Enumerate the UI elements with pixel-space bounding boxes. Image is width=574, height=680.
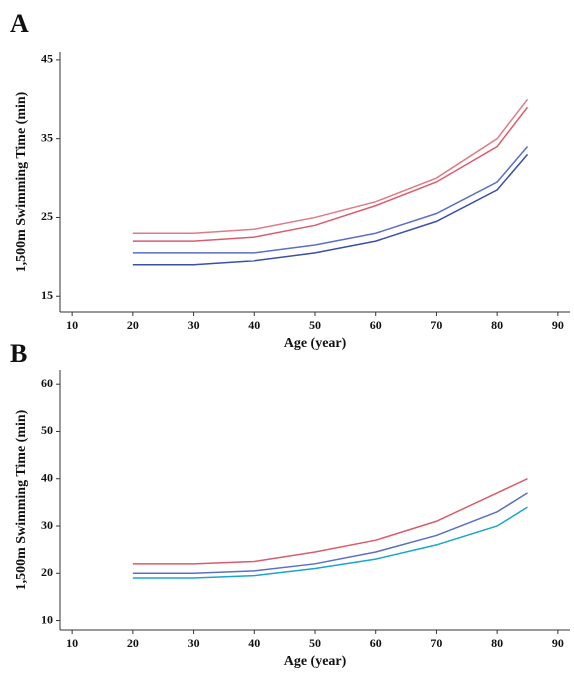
y-tick-label: 10 [41,612,53,626]
y-tick-label: 50 [41,423,53,437]
panel-label: B [10,339,27,368]
fit-curve [132,98,529,234]
x-axis-label: Age (year) [284,654,347,669]
fit-curve [132,146,529,254]
fit-curve [132,106,529,242]
y-axis-label: 1,500m Swimming Time (min) [14,91,29,272]
x-tick-label: 60 [370,318,382,332]
y-tick-label: 40 [41,470,53,484]
x-tick-label: 60 [370,636,382,650]
x-tick-label: 20 [127,318,139,332]
x-tick-label: 30 [188,636,200,650]
x-tick-label: 10 [66,636,78,650]
x-axis-label: Age (year) [284,336,347,351]
x-tick-label: 90 [552,318,564,332]
y-tick-label: 25 [41,209,53,223]
y-tick-label: 45 [41,52,53,66]
x-tick-label: 40 [248,636,260,650]
fit-curve [132,506,528,579]
fit-curve [132,153,529,266]
x-tick-label: 50 [309,636,321,650]
y-tick-label: 35 [41,130,53,144]
y-axis-label: 1,500m Swimming Time (min) [14,409,29,590]
x-tick-label: 40 [248,318,260,332]
x-tick-label: 70 [430,318,442,332]
x-tick-label: 80 [491,318,503,332]
x-tick-label: 80 [491,636,503,650]
fit-curve [132,478,528,565]
panel-label: A [10,9,29,38]
y-tick-label: 20 [41,565,53,579]
y-tick-label: 30 [41,518,53,532]
x-tick-label: 90 [552,636,564,650]
x-tick-label: 70 [430,636,442,650]
y-tick-label: 60 [41,376,53,390]
x-tick-label: 50 [309,318,321,332]
fit-curve [132,492,528,575]
y-tick-label: 15 [41,288,53,302]
x-tick-label: 10 [66,318,78,332]
x-tick-label: 20 [127,636,139,650]
x-tick-label: 30 [188,318,200,332]
